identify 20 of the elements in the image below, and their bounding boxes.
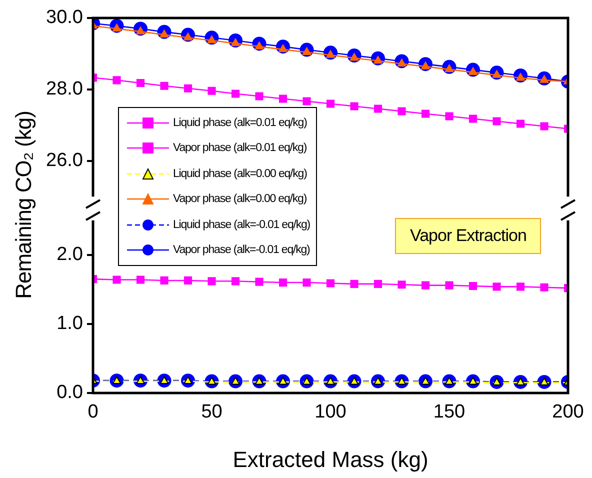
x-tick-label: 150 [433, 402, 466, 423]
y-tick-label: 2.0 [56, 244, 83, 266]
legend-label: Liquid phase (alk=0.01 eq/kg) [173, 116, 307, 129]
legend-label: Liquid phase (alk=-0.01 eq/kg) [173, 218, 310, 231]
y-tick-label: 30.0 [46, 7, 83, 28]
y-tick-label: 1.0 [56, 313, 83, 334]
y-axis-title: Remaining CO₂ (kg) [11, 111, 37, 299]
legend-label: Vapor phase (alk=0.00 eq/kg) [173, 193, 307, 206]
x-tick-label: 50 [201, 402, 222, 423]
x-tick-label: 0 [88, 402, 98, 423]
legend-label: Vapor phase (alk=-0.01 eq/kg) [173, 244, 310, 256]
x-tick-label: 200 [552, 402, 584, 423]
y-tick-label: 26.0 [46, 150, 83, 172]
legend-label: Liquid phase (alk=0.00 eq/kg) [173, 168, 307, 180]
x-axis-title: Extracted Mass (kg) [232, 446, 428, 472]
x-tick-label: 100 [314, 402, 346, 423]
legend-label: Vapor phase (alk=0.01 eq/kg) [173, 142, 307, 154]
y-tick-label: 28.0 [46, 78, 83, 100]
annotation: Vapor Extraction [395, 218, 542, 254]
y-tick-label: 0.0 [56, 382, 83, 404]
